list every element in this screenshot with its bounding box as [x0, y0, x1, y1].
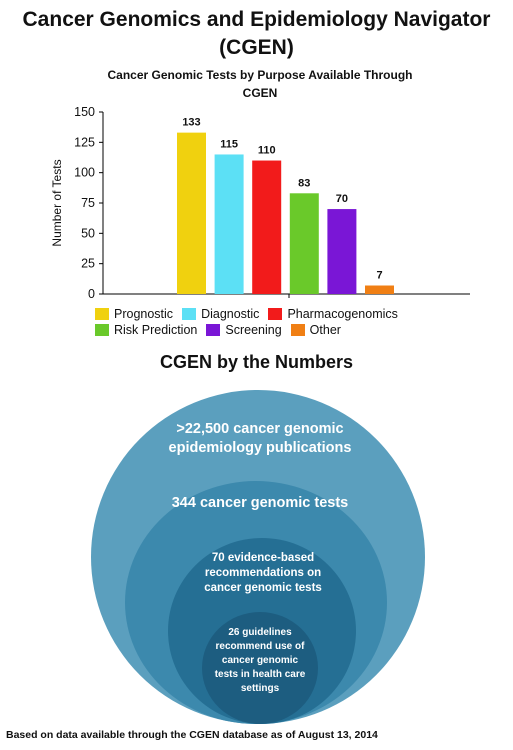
- bar-value-label: 110: [258, 145, 276, 157]
- bar-value-label: 70: [336, 193, 348, 205]
- y-tick-label: 150: [74, 105, 95, 119]
- bar-value-label: 115: [220, 138, 238, 150]
- recommendations-text: 70 evidence-based recommendations on can…: [204, 552, 322, 594]
- footnote: Based on data available through the CGEN…: [6, 729, 378, 741]
- legend-label: Other: [309, 323, 341, 337]
- bar-risk-prediction: [289, 193, 319, 294]
- guidelines-text: 26 guidelines recommend use of cancer ge…: [214, 627, 306, 694]
- legend-item-other: Other: [290, 323, 341, 337]
- legend-swatch: [95, 324, 109, 336]
- legend-label: Screening: [225, 323, 282, 337]
- legend-swatch: [182, 308, 197, 320]
- y-tick-label: 75: [81, 196, 95, 210]
- legend-swatch: [290, 324, 305, 336]
- legend-swatch: [268, 308, 283, 320]
- legend-label: Pharmacogenomics: [287, 307, 398, 321]
- page-title: Cancer Genomics and Epidemiology Navigat…: [22, 8, 491, 59]
- bar-value-label: 7: [376, 270, 382, 282]
- y-tick-label: 100: [74, 166, 95, 180]
- legend-swatch: [206, 324, 221, 336]
- bar-prognostic: [177, 132, 206, 294]
- bar-value-label: 83: [298, 177, 310, 189]
- legend-item-risk-prediction: Risk Prediction: [95, 323, 197, 337]
- y-axis-label: Number of Tests: [50, 159, 64, 246]
- y-tick-label: 0: [88, 287, 95, 301]
- bar-diagnostic: [214, 154, 244, 294]
- legend-label: Diagnostic: [201, 307, 260, 321]
- legend-item-screening: Screening: [206, 323, 282, 337]
- y-tick-label: 125: [74, 135, 95, 149]
- section-title: CGEN by the Numbers: [159, 352, 354, 372]
- y-tick-label: 25: [81, 257, 95, 271]
- bar-value-label: 133: [182, 117, 200, 129]
- legend-label: Risk Prediction: [114, 323, 198, 337]
- chart-title: Cancer Genomic Tests by Purpose Availabl…: [107, 68, 413, 100]
- legend-swatch: [95, 308, 109, 320]
- bar-screening: [327, 209, 357, 294]
- legend-item-pharmacogenomics: Pharmacogenomics: [268, 307, 398, 321]
- legend-row: Prognostic Diagnostic Pharmacogenomics: [95, 306, 455, 322]
- chart-legend: Prognostic Diagnostic Pharmacogenomics R…: [95, 306, 455, 338]
- bar-chart: 0 25 50 75 100 125 150 Number of Tests 133 115 110…: [50, 105, 470, 301]
- legend-item-prognostic: Prognostic: [95, 307, 173, 321]
- legend-row: Risk Prediction Screening Other: [95, 322, 455, 338]
- legend-label: Prognostic: [114, 307, 174, 321]
- legend-item-diagnostic: Diagnostic: [182, 307, 259, 321]
- circle-guidelines: [202, 612, 318, 724]
- bar-other: [365, 285, 394, 294]
- y-tick-label: 50: [81, 226, 95, 240]
- bar-pharmacogenomics: [252, 160, 282, 294]
- genomic-tests-text: 344 cancer genomic tests: [171, 495, 349, 511]
- publications-text: >22,500 cancer genomic epidemiology publ…: [168, 421, 352, 456]
